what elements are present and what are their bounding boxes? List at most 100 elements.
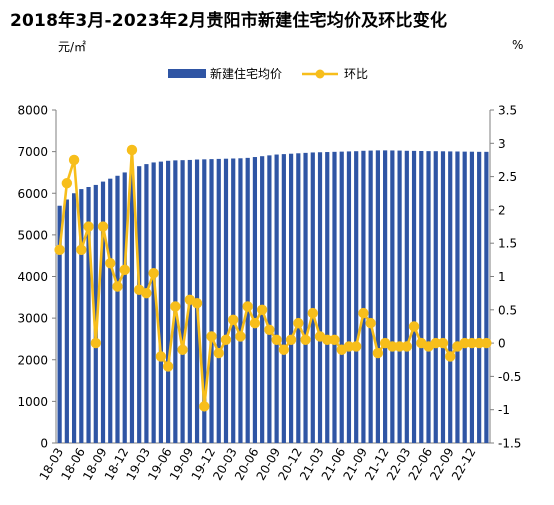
left-tick-label: 8000 xyxy=(17,104,48,118)
line-point xyxy=(307,307,318,319)
bar xyxy=(231,158,236,444)
line-point xyxy=(148,267,159,279)
bar xyxy=(411,150,417,443)
line-point xyxy=(83,221,94,232)
bar xyxy=(433,151,438,443)
line-point xyxy=(220,334,232,345)
bar xyxy=(317,152,323,443)
line-point xyxy=(285,334,297,345)
left-tick-label: 0 xyxy=(40,437,48,451)
left-tick-label: 5000 xyxy=(17,228,48,242)
line-point xyxy=(54,244,65,256)
right-tick-label: 2 xyxy=(498,203,506,217)
bar xyxy=(310,152,315,443)
line-point xyxy=(372,347,384,359)
bar xyxy=(64,199,69,443)
right-tick-label: 3 xyxy=(498,137,506,151)
line-point xyxy=(235,331,246,342)
line-point xyxy=(90,337,101,349)
line-point xyxy=(322,334,333,345)
bar xyxy=(71,193,77,443)
line-point xyxy=(264,324,275,335)
bar xyxy=(216,158,221,443)
bar xyxy=(390,150,395,443)
bar xyxy=(296,153,301,444)
line-point xyxy=(126,144,138,156)
left-tick-label: 3000 xyxy=(17,312,48,326)
legend-bar-swatch xyxy=(168,69,206,78)
left-axis-ticks: 0 1000 2000 3000 4000 5000 6000 7000 8000 xyxy=(17,104,56,451)
bar xyxy=(361,150,366,444)
right-tick-label: 0 xyxy=(498,337,506,351)
right-tick-label: -1.5 xyxy=(498,437,521,451)
bar xyxy=(375,150,380,443)
bar xyxy=(267,155,272,443)
bar xyxy=(419,151,424,443)
legend-bar-label: 新建住宅均价 xyxy=(210,66,282,81)
bar xyxy=(57,205,62,443)
bar xyxy=(158,161,163,443)
right-tick-label: 3.5 xyxy=(498,104,517,118)
bar xyxy=(448,151,453,444)
line-point xyxy=(365,317,376,329)
bar xyxy=(238,158,243,444)
line-point xyxy=(76,244,87,256)
x-axis-ticks: 18-0318-0618-0918-1219-0319-0619-0919-12… xyxy=(37,446,479,483)
line-point xyxy=(473,337,485,349)
bar xyxy=(288,153,294,443)
bar xyxy=(462,151,467,444)
bar xyxy=(404,150,409,444)
right-tick-label: 1 xyxy=(498,270,506,284)
right-tick-label: -1 xyxy=(498,403,510,417)
left-axis-unit: 元/㎡ xyxy=(58,40,87,54)
right-axis-unit: % xyxy=(512,38,524,52)
bar xyxy=(93,184,98,443)
bar xyxy=(100,181,106,443)
bar xyxy=(354,151,359,443)
line-point xyxy=(329,334,340,345)
right-tick-label: 2.5 xyxy=(498,170,517,184)
bar xyxy=(383,150,388,443)
line-point xyxy=(155,351,167,362)
line-point xyxy=(445,351,456,362)
bar xyxy=(484,151,489,443)
bar xyxy=(346,151,352,444)
bar xyxy=(137,166,142,443)
bar xyxy=(209,159,214,443)
line-series xyxy=(54,144,492,412)
bar xyxy=(332,151,337,443)
bar xyxy=(108,178,113,443)
bar xyxy=(202,159,207,443)
bar xyxy=(115,175,120,443)
bar xyxy=(151,162,156,443)
line-point xyxy=(293,317,304,329)
legend-line-label: 环比 xyxy=(344,67,368,81)
line-point xyxy=(408,321,420,332)
bar xyxy=(397,150,402,443)
line-point xyxy=(387,341,398,352)
bar xyxy=(122,172,127,443)
right-tick-label: -0.5 xyxy=(498,370,521,384)
bar xyxy=(325,152,330,444)
bar xyxy=(129,169,135,444)
line-point xyxy=(358,307,369,319)
line-point xyxy=(199,401,210,412)
bar xyxy=(477,151,482,443)
line-point xyxy=(466,337,478,349)
line-point xyxy=(162,361,174,372)
line-point xyxy=(177,344,188,355)
line-point xyxy=(228,314,239,325)
bar xyxy=(303,152,308,443)
bar xyxy=(469,151,475,443)
line-point xyxy=(119,264,130,276)
line-point xyxy=(112,281,123,292)
left-tick-label: 7000 xyxy=(17,145,48,159)
line-point xyxy=(278,344,290,355)
line-point xyxy=(97,221,109,232)
right-tick-label: 0.5 xyxy=(498,303,517,317)
line-point xyxy=(61,178,73,189)
bar xyxy=(252,157,258,444)
right-axis-ticks: -1.5 -1 -0.5 0 0.5 1 1.5 2 2.5 3 3.5 xyxy=(490,104,521,451)
bar xyxy=(79,189,84,443)
